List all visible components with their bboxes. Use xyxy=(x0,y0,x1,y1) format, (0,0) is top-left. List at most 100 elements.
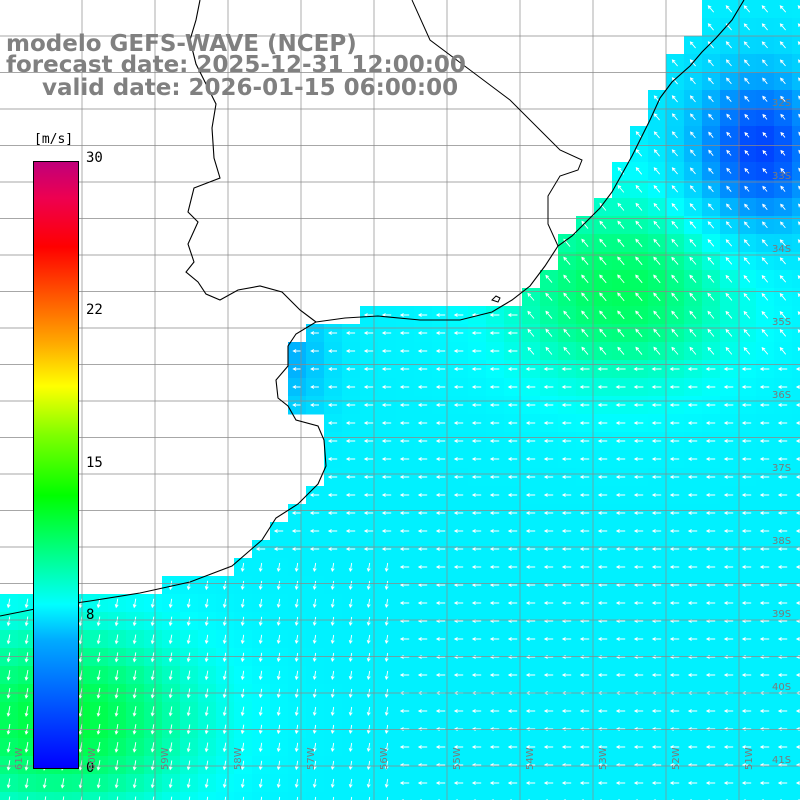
wind-arrow xyxy=(759,637,770,641)
wind-arrow xyxy=(292,385,301,389)
wind-arrow xyxy=(723,601,734,605)
wind-arrow xyxy=(743,274,751,283)
wind-arrow xyxy=(310,331,319,335)
wind-arrow xyxy=(744,95,750,102)
longitude-label: 51W xyxy=(744,747,755,770)
forecast-date: forecast date: 2025-12-31 12:00:00 xyxy=(6,52,466,78)
wind-arrow xyxy=(615,673,626,677)
wind-arrow xyxy=(489,511,500,515)
wind-arrow xyxy=(617,202,625,211)
wind-arrow xyxy=(633,709,644,713)
wind-arrow xyxy=(330,616,335,627)
wind-speed-cell xyxy=(792,324,800,343)
wind-arrow xyxy=(276,562,281,573)
wind-arrow xyxy=(417,673,428,677)
wind-arrow xyxy=(579,727,590,731)
wind-arrow xyxy=(6,652,11,663)
wind-arrow xyxy=(635,310,643,320)
wind-arrow xyxy=(798,185,800,190)
wind-arrow xyxy=(453,565,464,569)
wind-speed-cell xyxy=(792,432,800,451)
wind-arrow xyxy=(327,475,338,479)
wind-arrow xyxy=(188,796,191,800)
wind-speed-cell xyxy=(396,792,415,800)
wind-arrow xyxy=(653,113,660,121)
wind-arrow xyxy=(687,511,698,515)
wind-arrow xyxy=(168,724,173,735)
wind-arrow xyxy=(6,670,11,681)
wind-arrow xyxy=(762,149,768,156)
wind-arrow xyxy=(132,706,137,717)
wind-arrow xyxy=(345,457,356,461)
wind-arrow xyxy=(762,221,768,229)
wind-arrow xyxy=(777,439,788,443)
wind-arrow xyxy=(348,634,353,645)
wind-arrow xyxy=(6,634,11,645)
wind-arrow xyxy=(762,113,768,120)
wind-arrow xyxy=(705,727,716,731)
wind-arrow xyxy=(561,745,572,749)
wind-arrow xyxy=(294,760,299,771)
wind-arrow xyxy=(78,723,83,736)
wind-arrow xyxy=(689,220,697,229)
wind-arrow xyxy=(795,439,800,443)
wind-arrow xyxy=(579,421,590,425)
wind-arrow xyxy=(779,5,787,13)
wind-arrow xyxy=(150,634,155,645)
wind-arrow xyxy=(417,547,428,551)
wind-arrow xyxy=(114,634,119,645)
wind-arrow xyxy=(471,547,482,551)
wind-arrow xyxy=(399,745,410,749)
wind-arrow xyxy=(345,421,356,425)
wind-arrow xyxy=(489,421,500,425)
wind-arrow xyxy=(597,655,608,659)
wind-arrow xyxy=(384,598,389,609)
wind-arrow xyxy=(312,580,317,591)
wind-arrow xyxy=(669,493,680,497)
wind-arrow xyxy=(78,670,83,681)
wind-arrow xyxy=(780,95,786,102)
wind-speed-cell xyxy=(108,792,127,800)
wind-arrow xyxy=(779,41,786,49)
wind-arrow xyxy=(543,511,554,515)
wind-arrow xyxy=(615,493,626,497)
wind-arrow xyxy=(797,275,800,279)
wind-arrow xyxy=(597,439,608,443)
wind-speed-cell xyxy=(792,18,800,37)
wind-arrow xyxy=(222,580,227,591)
wind-arrow xyxy=(543,547,554,551)
wind-arrow xyxy=(399,655,410,659)
wind-arrow xyxy=(653,238,661,247)
wind-arrow xyxy=(689,292,697,301)
wind-speed-cell xyxy=(792,756,800,775)
wind-arrow xyxy=(453,673,464,677)
wind-arrow xyxy=(453,421,464,425)
wind-arrow xyxy=(597,727,608,731)
wind-arrow xyxy=(114,652,119,663)
wind-arrow xyxy=(671,292,679,301)
wind-arrow xyxy=(24,652,29,663)
wind-arrow xyxy=(507,493,518,497)
wind-speed-cell xyxy=(342,792,361,800)
wind-speed-cell xyxy=(792,576,800,595)
wind-speed-cell xyxy=(792,162,800,181)
wind-arrow xyxy=(489,367,500,371)
wind-arrow xyxy=(489,475,500,479)
wind-arrow xyxy=(707,41,714,49)
wind-arrow xyxy=(563,256,571,265)
wind-arrow xyxy=(525,367,536,371)
wind-arrow xyxy=(453,709,464,713)
wind-arrow xyxy=(525,583,536,587)
wind-arrow xyxy=(417,403,428,407)
wind-arrow xyxy=(689,167,696,175)
wind-arrow xyxy=(705,511,716,515)
wind-arrow xyxy=(744,113,750,120)
wind-speed-cell xyxy=(792,648,800,667)
wind-arrow xyxy=(777,745,788,749)
wind-arrow xyxy=(561,439,572,443)
wind-arrow xyxy=(633,367,644,371)
wind-arrow xyxy=(78,741,83,753)
wind-arrow xyxy=(310,385,319,389)
wind-arrow xyxy=(707,77,714,85)
